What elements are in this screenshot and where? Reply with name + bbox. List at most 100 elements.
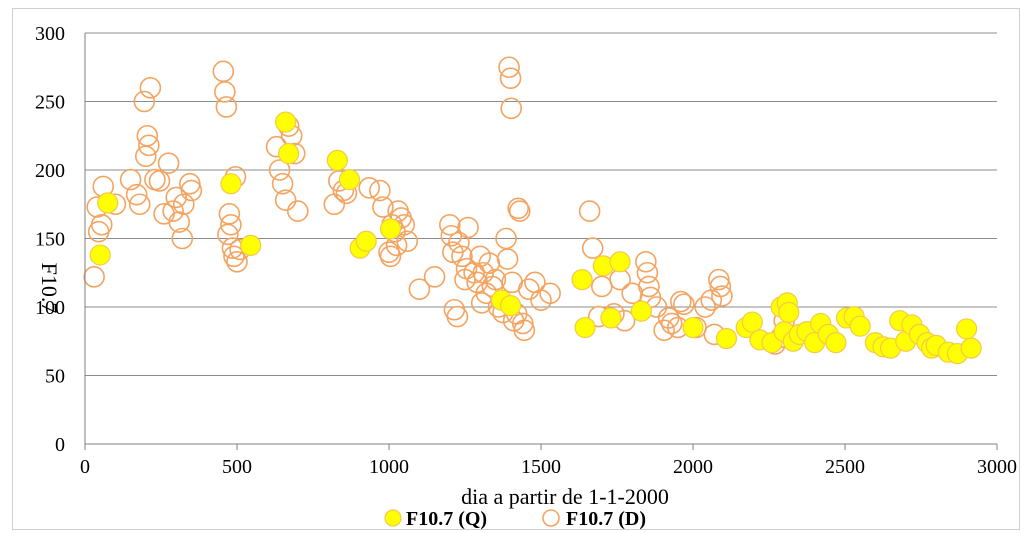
data-point-d (590, 275, 613, 298)
data-point-d (323, 193, 346, 216)
data-point-d (670, 290, 692, 313)
data-point-q (609, 251, 631, 273)
y-axis-title: F10.7 (37, 263, 62, 314)
x-axis-title: dia a partir de 1-1-2000 (461, 484, 669, 509)
data-point-q (600, 307, 622, 329)
data-point-q (355, 230, 377, 252)
data-point-d (119, 168, 142, 191)
data-point-q (825, 332, 847, 354)
data-point-d (438, 214, 461, 236)
data-point-d (372, 196, 394, 218)
legend-q-label: F10.7 (Q) (406, 508, 487, 530)
y-tick-label: 0 (55, 434, 65, 456)
y-tick-label: 250 (35, 92, 65, 114)
data-point-d (220, 214, 242, 236)
data-point-d (215, 96, 238, 118)
data-point-d (581, 237, 604, 259)
data-point-d (660, 312, 683, 335)
data-point-d (539, 282, 561, 305)
data-point-d (369, 179, 391, 202)
data-point-d (138, 134, 160, 157)
data-point-d (223, 245, 245, 268)
x-tick-label: 1000 (369, 456, 409, 478)
data-point-d (408, 278, 431, 300)
data-point-q (682, 316, 704, 339)
data-point-d (358, 177, 381, 199)
data-point-d (513, 319, 536, 342)
data-point-q (326, 149, 348, 172)
data-point-d (508, 200, 531, 222)
data-point-d (396, 230, 419, 253)
data-point-q (275, 111, 297, 133)
x-tick-label: 3000 (977, 456, 1017, 478)
y-tick-label: 300 (35, 23, 65, 45)
legend-d-marker (542, 509, 560, 527)
y-tick-label: 200 (35, 160, 65, 182)
data-point-q (778, 301, 800, 324)
data-point-q (240, 234, 262, 256)
data-point-d (511, 312, 534, 335)
x-tick-label: 1500 (521, 456, 561, 478)
data-point-d (478, 252, 501, 274)
data-point-d (168, 211, 191, 233)
legend: F10.7 (Q) F10.7 (D) (384, 508, 646, 530)
data-point-d (179, 172, 201, 195)
x-tick-labels: 0 500 1000 1500 2000 2500 3000 (80, 456, 1017, 478)
chart-frame (12, 8, 1020, 530)
data-point-d (463, 261, 485, 284)
data-point-d (171, 227, 194, 250)
data-point-q (220, 173, 242, 195)
data-point-d (180, 179, 203, 202)
data-point-d (268, 159, 291, 181)
data-point-d (653, 319, 675, 342)
data-point-d (286, 200, 309, 222)
data-point-d (271, 172, 294, 195)
data-point-d (498, 56, 520, 79)
data-point-d (451, 245, 473, 268)
data-point-d (83, 266, 105, 288)
y-tick-label: 100 (35, 297, 65, 319)
data-point-d (136, 124, 159, 147)
data-point-d (636, 261, 659, 284)
y-tick-label: 50 (45, 366, 65, 388)
legend-d-label: F10.7 (D) (566, 508, 646, 530)
data-point-d (423, 266, 446, 288)
data-point-q (379, 218, 402, 240)
data-point-d (165, 186, 187, 209)
data-point-d (379, 245, 402, 268)
data-point-d (125, 183, 148, 206)
data-point-d (457, 216, 479, 239)
data-point-d (274, 189, 297, 211)
data-point-d (694, 296, 716, 318)
data-point-d (496, 248, 519, 270)
data-point-q (849, 315, 871, 337)
data-point-q (571, 269, 593, 291)
data-point-q (89, 244, 111, 266)
data-point-q (741, 311, 763, 333)
data-point-d (507, 197, 530, 220)
data-point-d (499, 67, 522, 90)
series-q-points (89, 111, 982, 365)
data-point-d (214, 81, 236, 103)
data-point-q (630, 300, 652, 322)
legend-q-marker (384, 509, 402, 527)
y-tick-labels: 0 50 100 150 200 250 300 (35, 23, 65, 456)
x-tick-label: 0 (80, 456, 90, 478)
data-point-d (708, 268, 730, 291)
data-point-d (500, 97, 523, 120)
data-point-d (128, 193, 151, 216)
data-point-d (518, 278, 540, 300)
data-point-d (711, 285, 733, 307)
data-point-q (97, 192, 119, 214)
data-point-d (212, 60, 235, 83)
data-point-d (218, 203, 241, 225)
data-point-q (338, 168, 361, 191)
data-point-d (157, 152, 180, 174)
data-point-q (574, 316, 596, 339)
data-point-q (500, 295, 522, 317)
data-point-d (578, 200, 601, 222)
data-point-d (148, 170, 171, 192)
data-point-q (278, 142, 300, 165)
data-point-d (173, 193, 195, 216)
data-point-d (609, 268, 631, 291)
